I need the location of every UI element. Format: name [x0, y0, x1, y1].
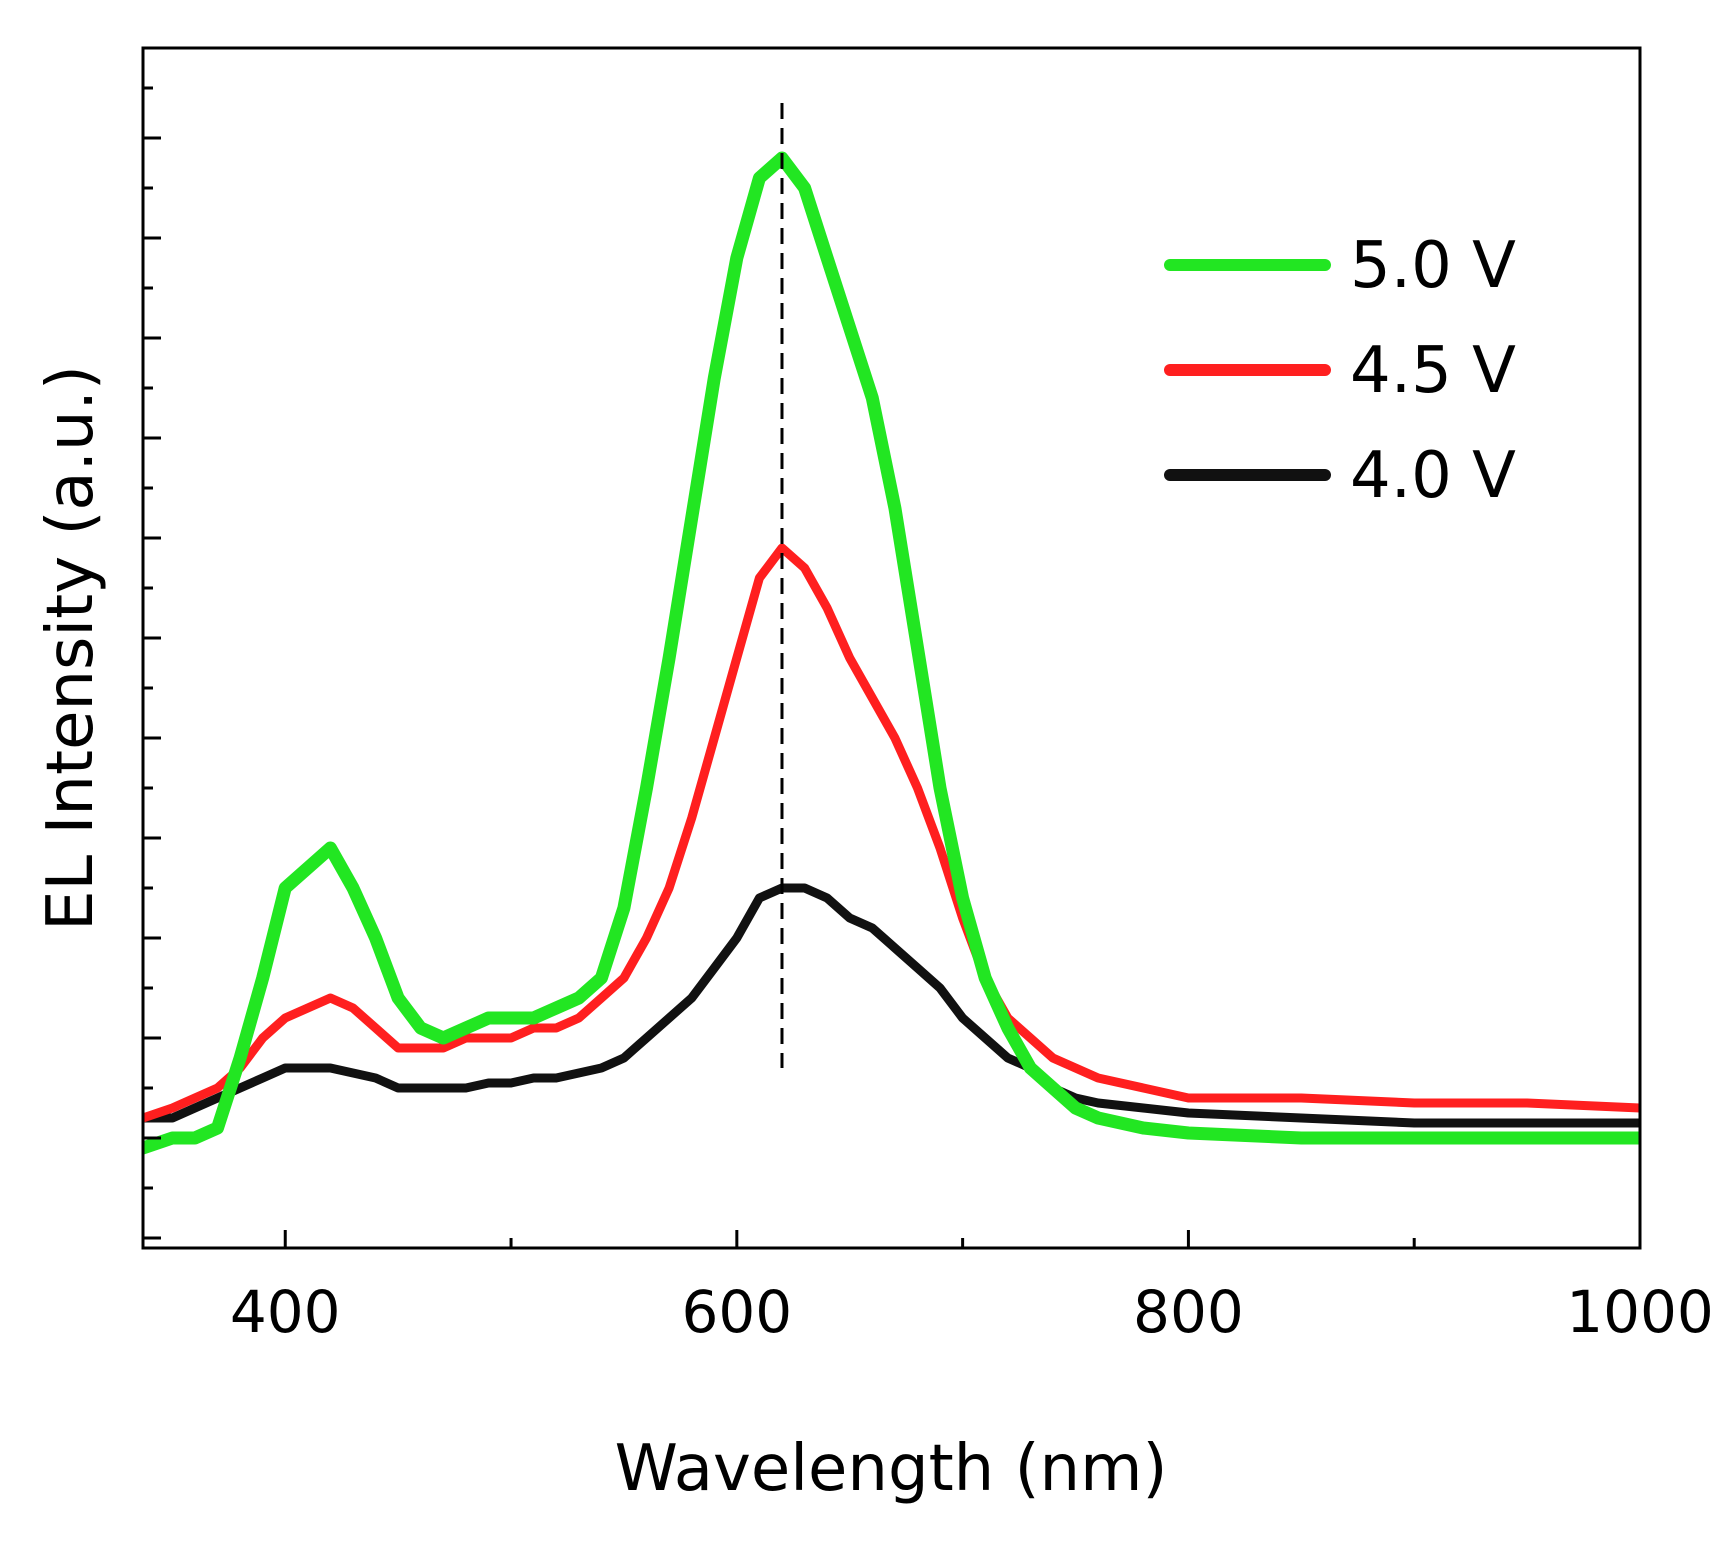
- x-tick-label: 400: [230, 1278, 341, 1346]
- legend: 5.0 V 4.5 V 4.0 V: [1164, 229, 1516, 513]
- y-axis-ticks: [143, 86, 161, 1240]
- legend-label: 4.5 V: [1350, 334, 1516, 408]
- series-line-4-5v: [143, 543, 1640, 1123]
- x-tick-label: 600: [681, 1278, 792, 1346]
- series-layer: [143, 151, 1640, 1155]
- plot-frame: [141, 46, 1642, 1250]
- x-tick-label: 800: [1133, 1278, 1244, 1346]
- series-line-5-0v: [143, 151, 1640, 1155]
- x-axis-title: Wavelength (nm): [615, 1432, 1168, 1506]
- legend-label: 5.0 V: [1350, 229, 1516, 303]
- legend-label: 4.0 V: [1350, 439, 1516, 513]
- x-axis-ticks: 400 600 800 1000: [230, 1230, 1714, 1346]
- y-axis-title: EL Intensity (a.u.): [34, 365, 108, 931]
- x-tick-label: 1000: [1566, 1278, 1714, 1346]
